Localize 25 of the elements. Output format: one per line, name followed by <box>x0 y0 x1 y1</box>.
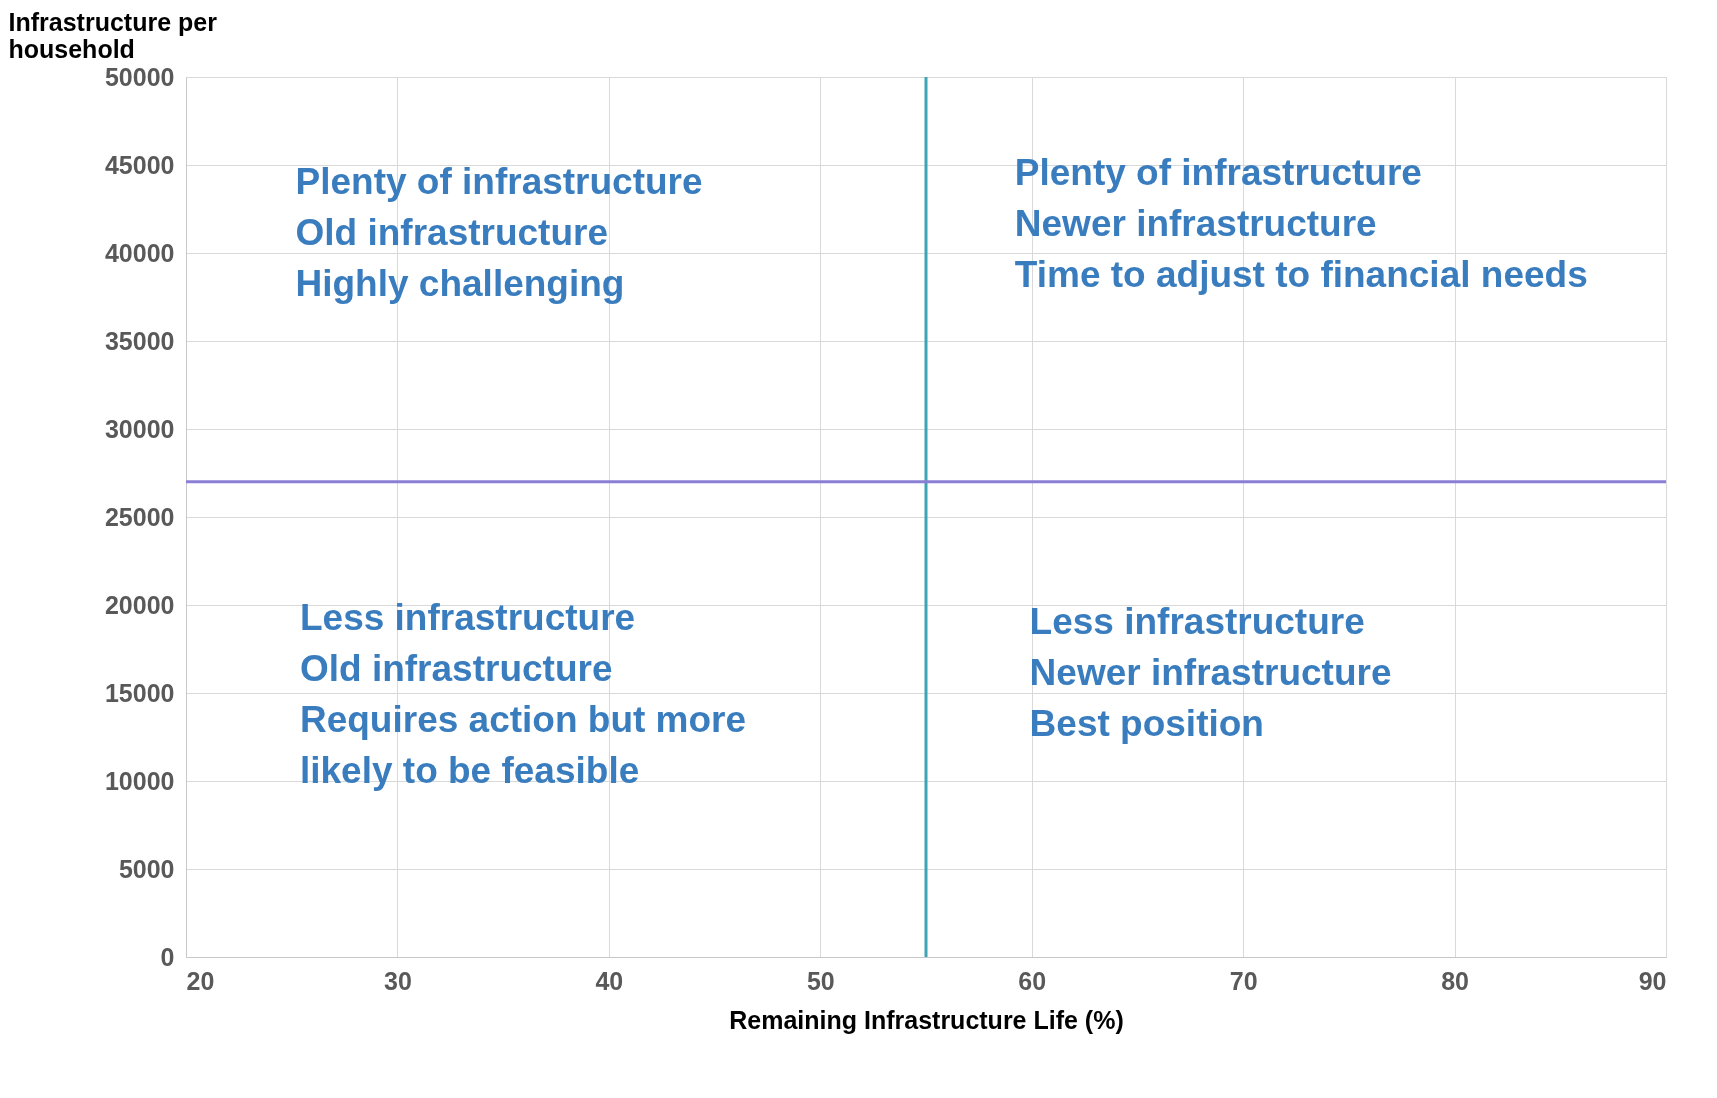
y-tick-label: 35000 <box>104 326 175 355</box>
y-axis-title: Infrastructure per household <box>8 7 218 63</box>
y-tick-label: 40000 <box>104 238 175 267</box>
y-tick-label: 30000 <box>104 414 175 443</box>
x-tick-label: 50 <box>806 966 835 995</box>
x-axis-title: Remaining Infrastructure Life (%) <box>729 1005 1124 1034</box>
annotation: Less infrastructure Newer infrastructure Best position <box>1029 601 1392 744</box>
y-tick-label: 15000 <box>104 678 175 707</box>
y-tick-label: 5000 <box>118 854 175 883</box>
y-tick-label: 0 <box>160 942 175 971</box>
x-tick-label: 80 <box>1441 966 1469 995</box>
y-tick-label: 20000 <box>104 590 175 619</box>
x-tick-label: 60 <box>1018 966 1047 995</box>
y-tick-label: 10000 <box>104 766 175 795</box>
x-tick-label: 30 <box>384 966 412 995</box>
x-tick-label: 40 <box>595 966 624 995</box>
y-tick-label: 50000 <box>104 62 175 91</box>
annotation: Plenty of infrastructure Newer infrastructure Time to adjust to financial needs <box>1014 152 1588 296</box>
annotation: Plenty of infrastructure Old infrastructure Highly challenging <box>295 161 703 304</box>
x-tick-label: 70 <box>1229 966 1258 995</box>
y-tick-label: 25000 <box>104 502 175 531</box>
x-tick-label: 20 <box>186 966 215 995</box>
y-tick-label: 45000 <box>104 150 175 179</box>
annotation: Less infrastructure Old infrastructure Requires action but more likely to be feasible <box>299 596 747 791</box>
x-tick-label: 90 <box>1638 966 1667 995</box>
